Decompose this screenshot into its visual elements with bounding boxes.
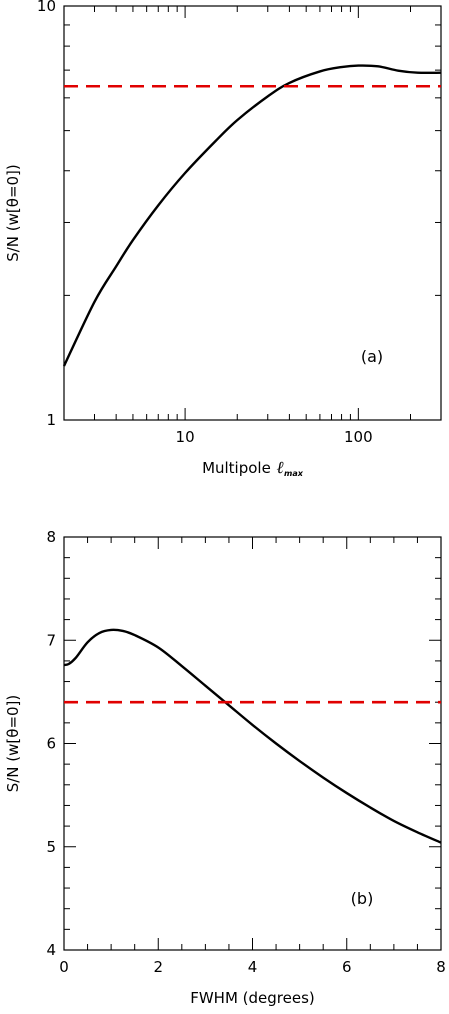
signal-to-noise-curve	[62, 64, 442, 367]
x-tick-label: 10	[176, 428, 195, 446]
x-axis-title: Multipole ℓmax	[202, 458, 304, 478]
plot-frame	[63, 5, 442, 421]
y-tick-label: 7	[46, 631, 56, 649]
y-axis-title: S/N (w[θ=0])	[4, 695, 22, 793]
x-tick-label: 8	[436, 958, 446, 976]
signal-to-noise-curve	[63, 628, 442, 844]
y-tick-label: 1	[46, 411, 56, 429]
y-tick-label: 10	[37, 0, 56, 15]
panel-b-chart: 0 2 4 6 8 4 5 6 7 8 FWHM (degrees) S/N (w[θ=0]) (b)	[4, 528, 446, 1007]
y-tick-label: 8	[46, 528, 56, 546]
x-tick-label: 100	[344, 428, 373, 446]
panel-label: (b)	[351, 889, 374, 908]
y-axis-title: S/N (w[θ=0])	[4, 164, 22, 262]
x-tick-label: 2	[153, 958, 163, 976]
y-tick-label: 4	[46, 941, 56, 959]
y-tick-label: 5	[46, 838, 56, 856]
y-tick-label: 6	[46, 735, 56, 753]
x-tick-label: 6	[342, 958, 352, 976]
x-tick-label: 4	[248, 958, 258, 976]
panel-a-chart: 10 100 1 10 Multipole ℓmax S/N (w[θ=0]) (a)	[4, 0, 442, 478]
x-tick-label: 0	[59, 958, 69, 976]
plot-frame	[63, 536, 442, 951]
panel-label: (a)	[361, 347, 383, 366]
x-axis-title: FWHM (degrees)	[190, 989, 315, 1007]
